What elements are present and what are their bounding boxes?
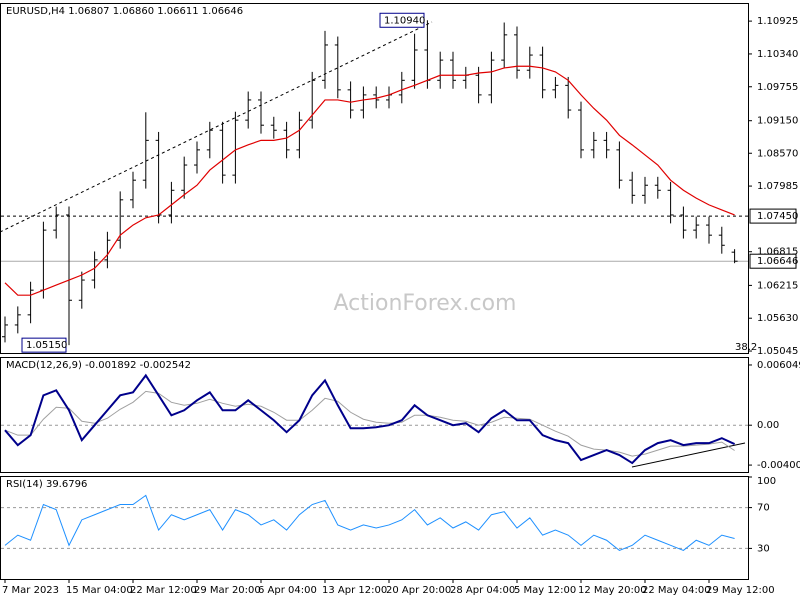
rsi-title: RSI(14) 39.6796 [6,479,87,490]
annotation: 1.10940 [384,15,425,26]
level-label: 1.07450 [757,211,798,222]
annotation-box [21,337,67,353]
y-tick-label: 1.09150 [757,116,798,127]
y-tick-label: 1.05045 [757,346,798,357]
y-tick-label: -0.004005 [757,460,800,471]
x-tick-label: 5 May 12:00 [514,585,576,596]
y-tick-label: 1.05630 [757,313,798,324]
y-tick-label: 1.10925 [757,16,798,27]
watermark: ActionForex.com [334,291,517,316]
level-box [749,208,797,224]
x-tick-label: 12 May 20:00 [578,585,647,596]
y-tick-label: 1.07985 [757,181,798,192]
x-tick-label: 6 Apr 04:00 [258,585,317,596]
annotation: 1.05150 [26,340,67,351]
y-tick-label: 1.10340 [757,49,798,60]
price-box [749,253,797,269]
y-tick-label: 0.00 [757,420,779,431]
signal-line [4,390,735,457]
trend-line [0,21,433,233]
y-tick-label: 1.08570 [757,148,798,159]
y-tick-label: 100 [757,476,776,487]
y-tick-label: 0.006049 [757,360,800,371]
x-tick-label: 29 May 12:00 [706,585,775,596]
moving-average [4,65,735,296]
fib-label: 38.2 [735,342,757,353]
macd-trend-line [631,442,746,468]
price-panel [0,3,749,354]
x-tick-label: 22 Mar 12:00 [130,585,197,596]
x-tick-label: 29 Mar 20:00 [194,585,261,596]
x-tick-label: 13 Apr 12:00 [322,585,387,596]
rsi-line [4,494,735,552]
x-tick-label: 20 Apr 20:00 [386,585,451,596]
y-tick-label: 70 [757,503,770,514]
x-tick-label: 7 Mar 2023 [2,585,59,596]
x-tick-label: 28 Apr 04:00 [450,585,515,596]
macd-line [4,373,736,465]
y-tick-label: 1.06815 [757,247,798,258]
y-tick-label: 30 [757,543,770,554]
price-label: 1.06646 [757,256,798,267]
y-tick-label: 1.06215 [757,280,798,291]
y-tick-label: 1.09755 [757,82,798,93]
macd-title: MACD(12,26,9) -0.001892 -0.002542 [6,360,191,371]
price-title: EURUSD,H4 1.06807 1.06860 1.06611 1.0664… [6,6,243,17]
x-tick-label: 22 May 04:00 [642,585,711,596]
annotation-box [379,12,425,28]
x-tick-label: 15 Mar 04:00 [66,585,133,596]
